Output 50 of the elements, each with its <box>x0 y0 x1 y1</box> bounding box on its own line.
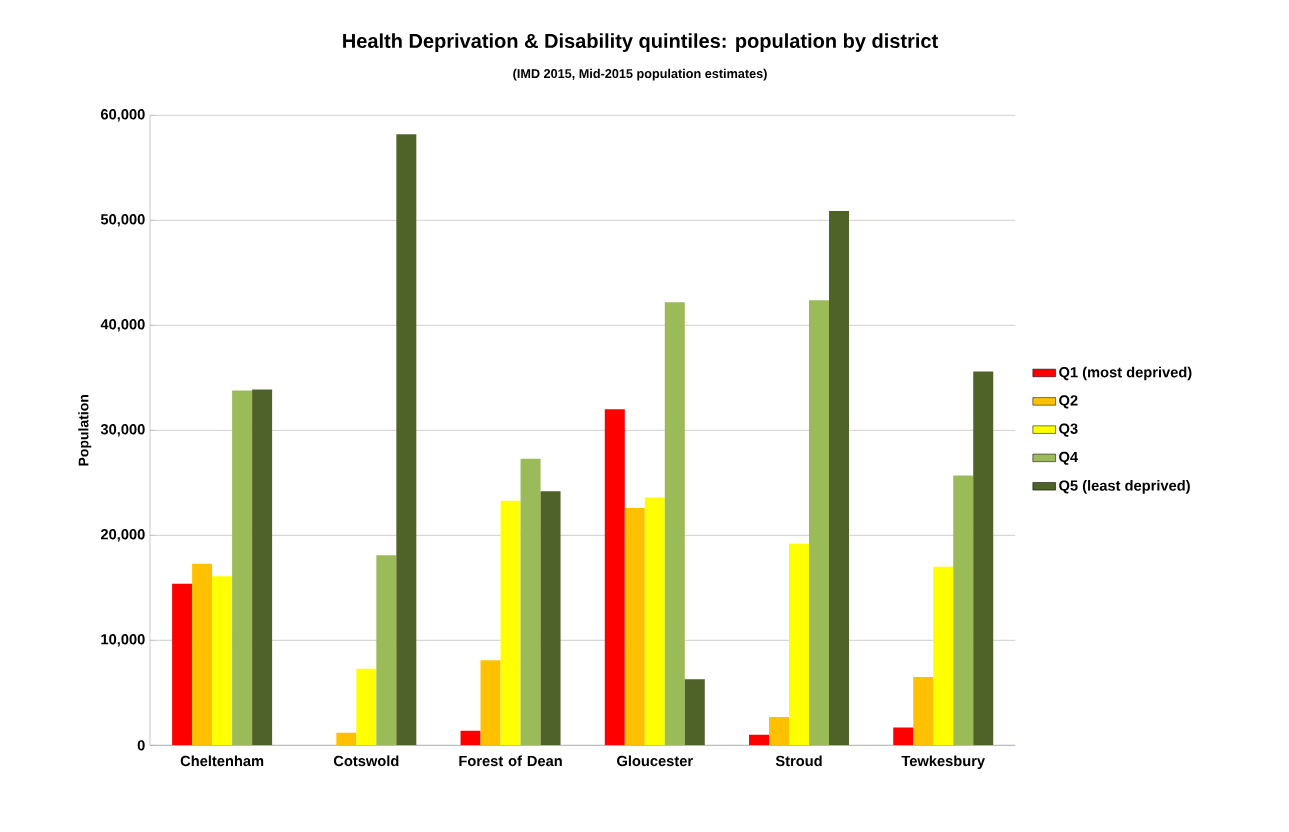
y-axis-title: Population <box>78 395 92 466</box>
bar <box>913 677 934 746</box>
bar <box>232 390 253 746</box>
bar <box>480 660 501 746</box>
y-tick-label: 0 <box>137 740 145 751</box>
bar <box>336 732 357 746</box>
chart-subtitle: (IMD 2015, Mid-2015 population estimates) <box>513 68 767 81</box>
bar <box>893 727 914 746</box>
legend-label: Q5 (least deprived) <box>1059 479 1190 494</box>
bar <box>769 716 790 746</box>
bar <box>500 500 521 746</box>
bar <box>973 371 994 746</box>
bar <box>933 566 954 746</box>
bar <box>396 134 417 746</box>
bar <box>789 543 810 746</box>
bar <box>829 210 850 746</box>
bar <box>624 508 645 746</box>
y-tick-label: 30,000 <box>100 424 145 437</box>
y-tick-label: 60,000 <box>100 109 145 122</box>
bar <box>684 679 705 746</box>
bar <box>953 475 974 746</box>
bar <box>520 458 541 746</box>
x-tick-label: Stroud <box>775 755 822 767</box>
bar <box>604 409 625 746</box>
bar <box>356 668 377 746</box>
bar <box>460 730 481 746</box>
legend-label: Q4 <box>1059 451 1079 465</box>
bar <box>192 563 213 746</box>
x-tick-label: Cotswold <box>333 755 399 767</box>
x-tick-label: Forest of Dean <box>459 755 562 767</box>
x-tick-label: Gloucester <box>617 755 693 767</box>
legend-label: Q1 (most deprived) <box>1059 366 1192 381</box>
y-tick-label: 10,000 <box>101 634 145 647</box>
bar <box>252 389 273 746</box>
y-tick-label: 50,000 <box>100 214 145 227</box>
y-tick-label: 20,000 <box>100 529 145 542</box>
bar <box>376 555 397 746</box>
chart-title: Health Deprivation & Disability quintiles: population by district <box>343 33 938 52</box>
legend-label: Q2 <box>1059 395 1078 409</box>
x-tick-label: Cheltenham <box>180 755 264 767</box>
y-tick-label: 40,000 <box>100 319 145 332</box>
bar <box>664 302 685 746</box>
bar <box>749 734 770 746</box>
x-tick-label: Tewkesbury <box>901 755 985 770</box>
bar <box>540 491 561 746</box>
bar <box>172 583 193 746</box>
legend-label: Q3 <box>1059 423 1078 437</box>
bar <box>644 497 665 746</box>
bar <box>212 576 233 746</box>
bar <box>809 300 830 746</box>
